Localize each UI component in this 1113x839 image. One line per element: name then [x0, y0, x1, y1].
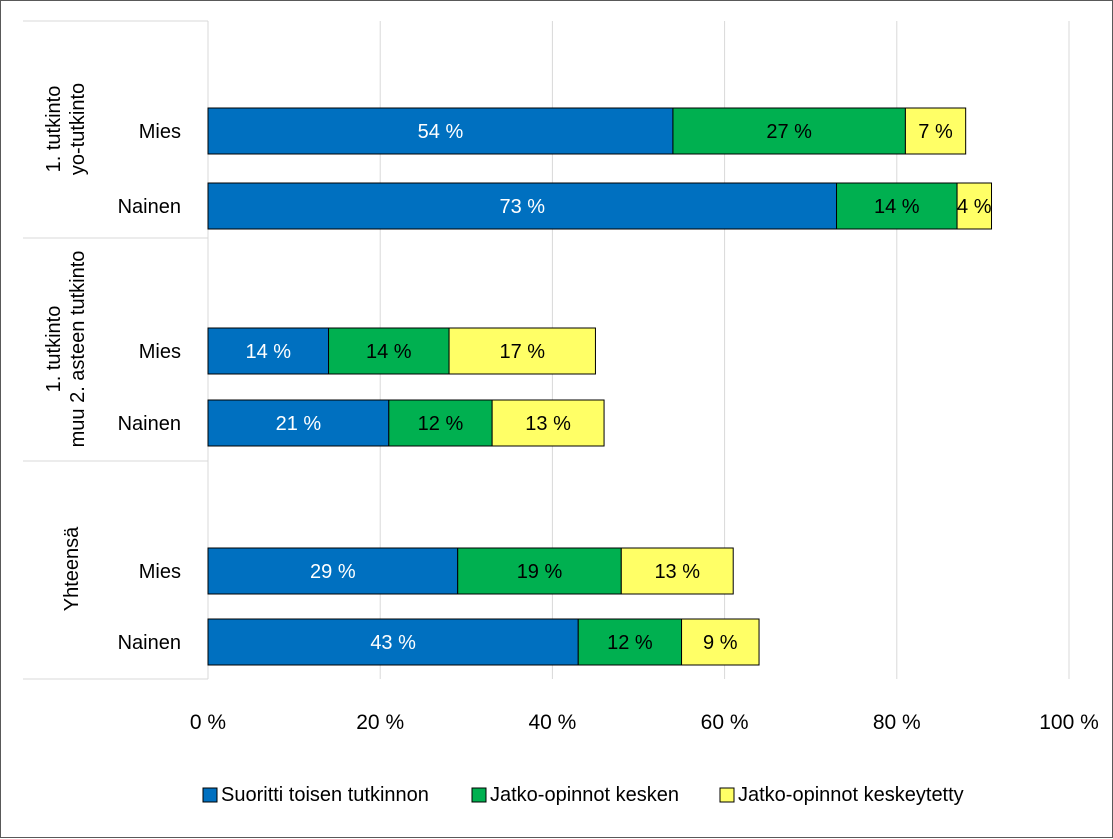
- data-label: 4 %: [957, 196, 992, 218]
- bar-segment: [328, 327, 450, 375]
- category-label: Mies: [139, 341, 181, 363]
- data-label: 14 %: [366, 341, 412, 363]
- data-label: 12 %: [607, 632, 653, 654]
- data-label: 21 %: [276, 413, 322, 435]
- bar-segment: [672, 107, 906, 155]
- x-tick-label: 100 %: [1039, 711, 1099, 734]
- bar-segment: [620, 547, 734, 595]
- data-label: 14 %: [245, 341, 291, 363]
- data-label: 73 %: [499, 196, 545, 218]
- x-tick-label: 0 %: [190, 711, 226, 734]
- group-label: 1. tutkinto yo-tutkinto: [43, 83, 89, 175]
- data-label: 43 %: [370, 632, 416, 654]
- category-label: Nainen: [118, 632, 181, 654]
- bar-segment: [956, 182, 993, 230]
- data-label: 12 %: [418, 413, 464, 435]
- data-label: 27 %: [766, 121, 812, 143]
- legend-swatch: [202, 787, 218, 803]
- x-tick-label: 60 %: [701, 711, 749, 734]
- x-tick-label: 20 %: [356, 711, 404, 734]
- bar-segment: [681, 618, 760, 666]
- data-label: 17 %: [499, 341, 545, 363]
- group-label-line: yo-tutkinto: [67, 83, 89, 175]
- x-tick-label: 80 %: [873, 711, 921, 734]
- bar-segment: [457, 547, 622, 595]
- bar-segment: [904, 107, 967, 155]
- group-label-line: 1. tutkinto: [43, 306, 65, 393]
- legend-swatch: [471, 787, 487, 803]
- bar-segment: [207, 399, 390, 447]
- group-label-line: 1. tutkinto: [43, 86, 65, 173]
- data-label: 54 %: [418, 121, 464, 143]
- category-label: Mies: [139, 121, 181, 143]
- data-label: 13 %: [525, 413, 571, 435]
- x-tick-label: 40 %: [528, 711, 576, 734]
- category-label: Nainen: [118, 196, 181, 218]
- group-label: Yhteensä: [61, 526, 83, 611]
- bar-segment: [448, 327, 596, 375]
- bar-segment: [836, 182, 958, 230]
- group-label-line: Yhteensä: [61, 526, 83, 611]
- bar-segment: [207, 327, 330, 375]
- bar-segment: [491, 399, 605, 447]
- data-label: 9 %: [703, 632, 738, 654]
- category-label: Nainen: [118, 413, 181, 435]
- group-label: 1. tutkinto muu 2. asteen tutkinto: [43, 251, 89, 448]
- data-label: 13 %: [654, 561, 700, 583]
- bar-segment: [207, 182, 838, 230]
- group-label-line: muu 2. asteen tutkinto: [67, 251, 89, 448]
- category-label: Mies: [139, 561, 181, 583]
- bar-segment: [577, 618, 683, 666]
- data-label: 7 %: [918, 121, 953, 143]
- data-label: 19 %: [517, 561, 563, 583]
- legend-label: Suoritti toisen tutkinnon: [221, 784, 429, 806]
- data-label: 14 %: [874, 196, 920, 218]
- legend-label: Jatko-opinnot keskeytetty: [738, 784, 964, 806]
- bar-segment: [207, 547, 459, 595]
- legend-swatch: [719, 787, 735, 803]
- data-label: 29 %: [310, 561, 356, 583]
- bar-segment: [207, 618, 579, 666]
- bar-segment: [388, 399, 493, 447]
- legend-label: Jatko-opinnot kesken: [490, 784, 679, 806]
